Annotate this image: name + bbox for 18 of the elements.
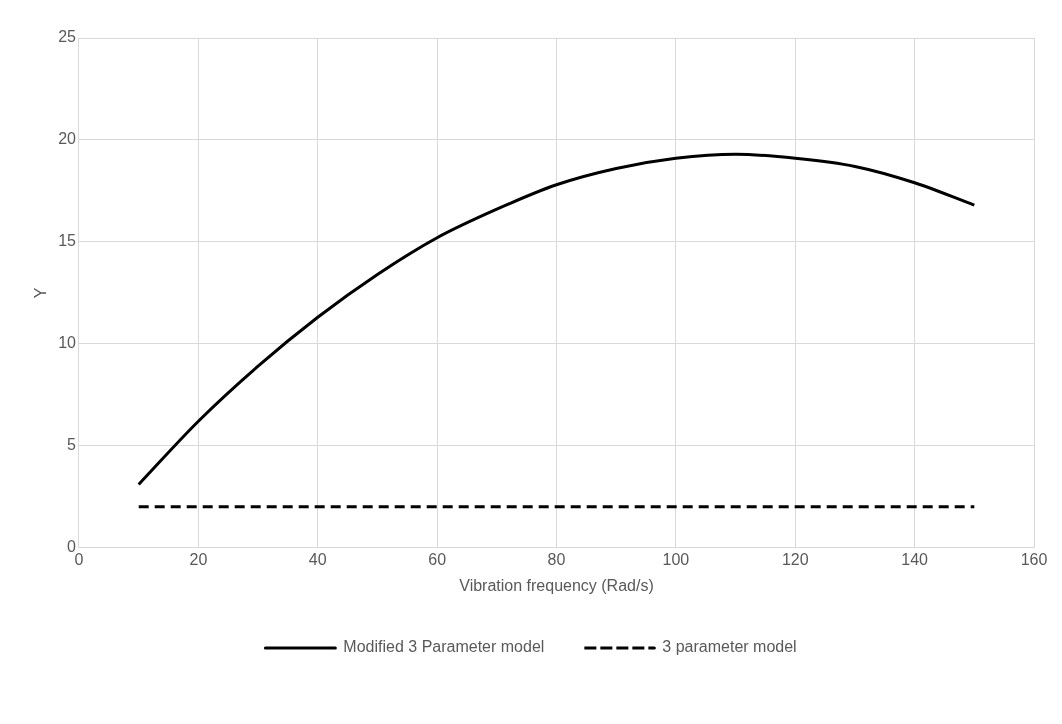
x-tick-label: 80 bbox=[547, 550, 566, 568]
y-tick-label: 10 bbox=[58, 334, 77, 352]
legend-label: 3 parameter model bbox=[662, 638, 797, 656]
legend-label: Modified 3 Parameter model bbox=[343, 638, 545, 656]
y-axis-title: Y bbox=[32, 287, 50, 299]
x-tick-label: 120 bbox=[781, 550, 809, 568]
x-tick-label: 100 bbox=[662, 550, 690, 568]
x-tick-label: 40 bbox=[308, 550, 327, 568]
x-tick-label: 60 bbox=[428, 550, 447, 568]
x-tick-label: 140 bbox=[901, 550, 929, 568]
line-series bbox=[137, 152, 976, 486]
y-tick-label: 25 bbox=[58, 28, 77, 46]
x-tick-label: 20 bbox=[189, 550, 208, 568]
y-tick-label: 15 bbox=[58, 232, 77, 250]
x-tick-label: 160 bbox=[1020, 550, 1048, 568]
y-tick-label: 20 bbox=[58, 130, 77, 148]
x-axis-title: Vibration frequency (Rad/s) bbox=[459, 576, 654, 594]
y-tick-label: 5 bbox=[67, 436, 77, 454]
